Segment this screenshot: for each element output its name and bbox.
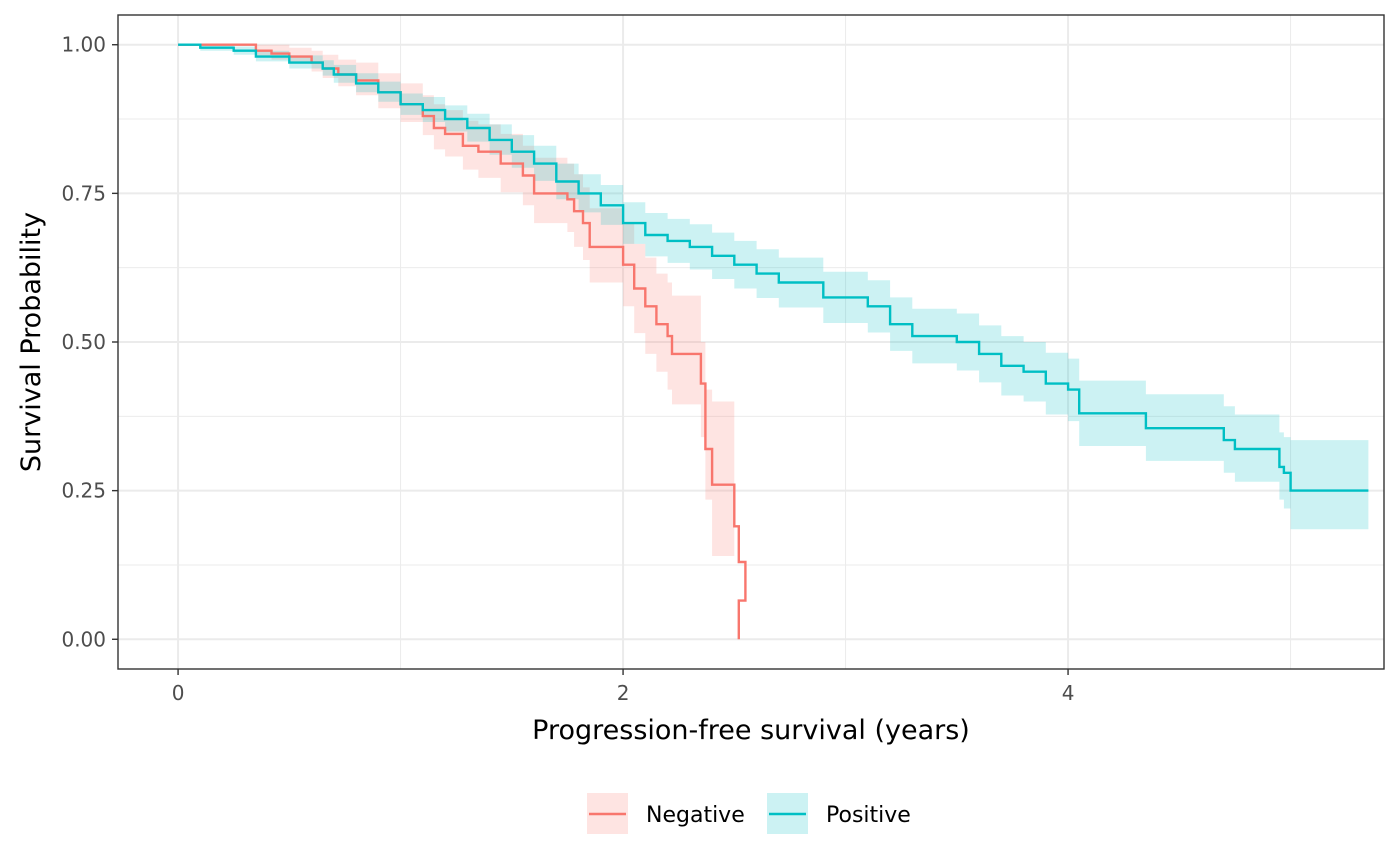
y-axis-ticks: 0.00 0.25 0.50 0.75 1.00	[61, 33, 118, 651]
legend: Negative Positive	[587, 793, 911, 834]
major-gridlines	[118, 15, 1384, 669]
legend-label-positive: Positive	[826, 803, 911, 828]
legend-item-positive: Positive	[767, 793, 911, 834]
legend-label-negative: Negative	[646, 803, 745, 828]
y-tick-label: 0.50	[61, 330, 106, 354]
ci-band-negative	[178, 44, 735, 556]
x-tick-label: 0	[172, 681, 185, 705]
survival-curve-negative	[178, 43, 747, 640]
y-tick-label: 0.00	[61, 627, 106, 651]
survival-curves	[178, 43, 1369, 640]
x-axis-title: Progression-free survival (years)	[532, 715, 970, 746]
x-tick-label: 4	[1062, 681, 1075, 705]
x-axis-ticks: 0 2 4	[172, 669, 1075, 705]
y-tick-label: 0.25	[61, 479, 106, 503]
confidence-bands	[178, 44, 1369, 556]
legend-item-negative: Negative	[587, 793, 745, 834]
y-tick-label: 1.00	[61, 33, 106, 57]
y-tick-label: 0.75	[61, 181, 106, 205]
survival-curve-positive	[178, 43, 1369, 492]
ci-band-positive	[178, 44, 1369, 530]
y-axis-title: Survival Probability	[16, 212, 47, 472]
x-tick-label: 2	[617, 681, 630, 705]
